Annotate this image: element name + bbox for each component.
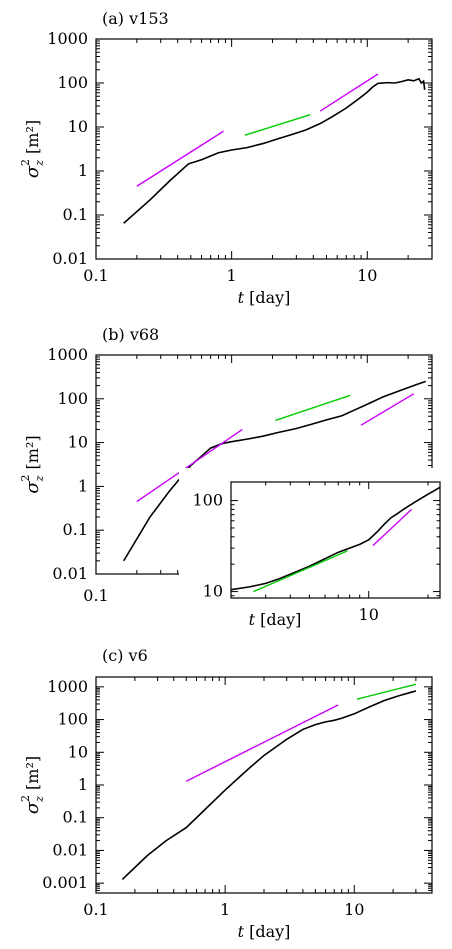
panel-a-data-line [123, 77, 426, 224]
panel-c-xlabel: t [day] [238, 922, 291, 941]
panel-a-ytick-label: 0.01 [52, 249, 88, 268]
panel-b-ytick-label: 100 [57, 389, 88, 408]
panel-a-ytick-label: 0.1 [63, 205, 88, 224]
panel-a-xtick-label: 1 [227, 266, 237, 285]
panel-b-inset-guide-line-1 [253, 550, 348, 593]
panel-b-ytick-label: 1000 [47, 345, 88, 364]
panel-b-inset-frame [230, 481, 441, 599]
panel-b-inset-background [179, 468, 452, 655]
panel-a-ytick-label: 1000 [47, 29, 88, 48]
panel-c-data-line [121, 690, 417, 880]
panel-a-xtick-label: 0.1 [83, 266, 108, 285]
panel-b-inset: 10 10 100 t [day] [179, 468, 452, 655]
panel-a-guide-line-2 [244, 114, 311, 136]
panel-b-guide-line-1 [136, 428, 243, 503]
panel-b-title: (b) v68 [102, 325, 159, 344]
panel-b-xtick-label: 0.1 [83, 586, 108, 605]
panel-b-ylabel: σz2 [m²] [19, 435, 46, 493]
panel-c-guide-line-1 [185, 704, 339, 782]
panel-c-ytick-label: 10 [68, 742, 88, 761]
panel-c-xtick-label: 10 [344, 900, 364, 919]
panel-a-guide-line-3 [319, 73, 379, 112]
panel-a-frame [95, 38, 433, 260]
panel-c-ytick-label: 0.1 [63, 808, 88, 827]
panel-b-inset-ytick-label: 100 [192, 491, 223, 510]
panel-b-guide-line-3 [360, 393, 415, 426]
panel-c-ylabel: σz2 [m²] [19, 756, 46, 814]
panel-c-ytick-label: 0.01 [52, 840, 88, 859]
panel-a-ytick-label: 100 [57, 73, 88, 92]
panel-b-inset-guide-line-2 [372, 508, 413, 547]
panel-c-ytick-label: 100 [57, 710, 88, 729]
panel-b-ytick-label: 0.01 [52, 564, 88, 583]
panel-c-ytick-label: 1 [78, 775, 88, 794]
panel-a-xlabel: t [day] [238, 288, 291, 307]
panel-a-ylabel: σz2 [m²] [19, 120, 46, 178]
panel-b-ytick-label: 0.1 [63, 520, 88, 539]
panel-c-ytick-label: 1000 [47, 677, 88, 696]
panel-c-xtick-label: 1 [220, 900, 230, 919]
panel-b-ytick-label: 10 [68, 433, 88, 452]
panel-b-inset-data-line [231, 486, 440, 591]
panel-a-ytick-label: 10 [68, 117, 88, 136]
panel-b-guide-line-2 [275, 394, 351, 422]
panel-c-frame [95, 676, 433, 894]
panel-c-title: (c) v6 [102, 646, 148, 665]
panel-b-ytick-label: 1 [78, 476, 88, 495]
panel-b-inset-xlabel: t [day] [249, 610, 302, 629]
panel-a-title: (a) v153 [102, 9, 169, 28]
panel-c-guide-line-2 [356, 683, 417, 700]
panel-c-xtick-label: 0.1 [83, 900, 108, 919]
panel-b-inset-xtick-label: 10 [359, 605, 379, 624]
panel-a-xtick-label: 10 [357, 266, 377, 285]
panel-c-ytick-label: 0.001 [42, 873, 88, 892]
panel-c: 0.1 1 10 0.001 0.01 0.1 1 10 100 1000 (c) v6 t [day… [42, 646, 433, 941]
panel-a-ytick-label: 1 [78, 161, 88, 180]
panel-b-inset-ytick-label: 10 [203, 582, 223, 601]
panel-a-guide-line-1 [136, 130, 224, 187]
